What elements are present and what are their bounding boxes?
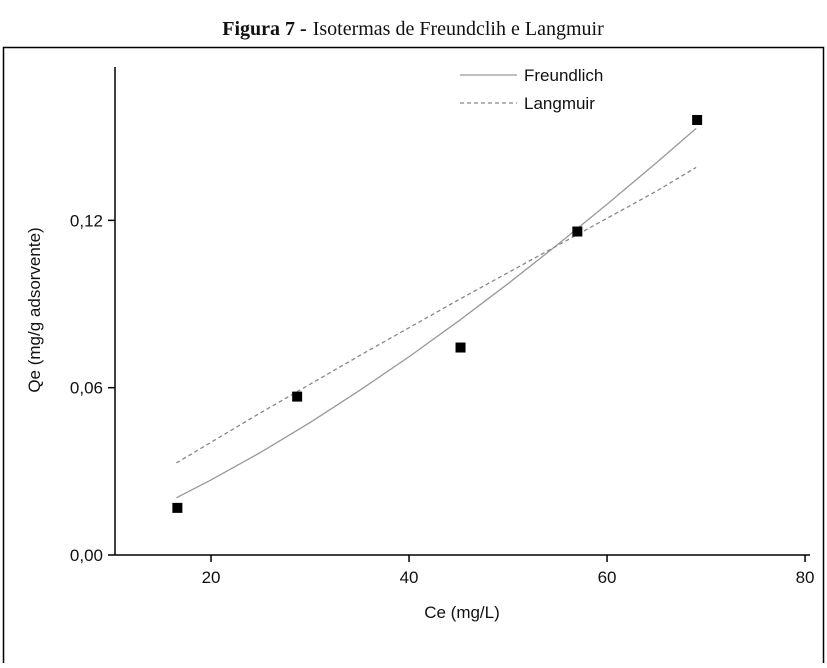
data-point: [572, 226, 583, 237]
data-point: [455, 342, 466, 353]
data-point: [692, 114, 703, 125]
chart-title: Isotermas de Freundclih e Langmuir: [313, 18, 604, 40]
figure-label: Figura 7 -: [222, 18, 306, 40]
x-tick-label: 20: [202, 568, 221, 587]
fit-line: [176, 166, 697, 464]
x-axis-label: Ce (mg/L): [424, 603, 500, 622]
legend-label: Langmuir: [524, 94, 595, 113]
chart-heading: Figura 7 - Isotermas de Freundclih e Lang…: [222, 18, 604, 40]
x-tick-label: 80: [796, 568, 815, 587]
fit-line: [176, 127, 697, 499]
y-tick-label: 0,00: [70, 546, 103, 565]
legend-label: Freundlich: [524, 66, 603, 85]
x-tick-label: 60: [598, 568, 617, 587]
y-axis-label: Qe (mg/g adsorvente): [25, 227, 44, 392]
data-point: [172, 502, 183, 513]
y-tick-label: 0,06: [70, 379, 103, 398]
x-tick-label: 40: [400, 568, 419, 587]
y-tick-label: 0,12: [70, 211, 103, 230]
data-point: [292, 391, 303, 402]
